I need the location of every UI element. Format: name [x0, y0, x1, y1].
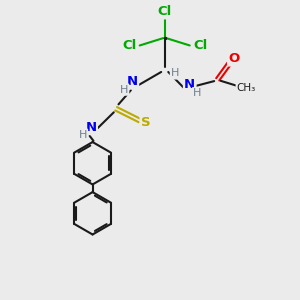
Text: Cl: Cl	[158, 5, 172, 18]
Text: O: O	[228, 52, 239, 65]
Text: H: H	[171, 68, 179, 78]
Text: S: S	[141, 116, 150, 129]
Text: Cl: Cl	[193, 39, 207, 52]
Text: H: H	[120, 85, 128, 94]
Text: N: N	[184, 78, 195, 91]
Text: H: H	[79, 130, 87, 140]
Text: N: N	[85, 121, 97, 134]
Text: Cl: Cl	[122, 39, 136, 52]
Text: N: N	[127, 75, 138, 88]
Text: H: H	[193, 88, 201, 98]
Text: CH₃: CH₃	[237, 83, 256, 93]
